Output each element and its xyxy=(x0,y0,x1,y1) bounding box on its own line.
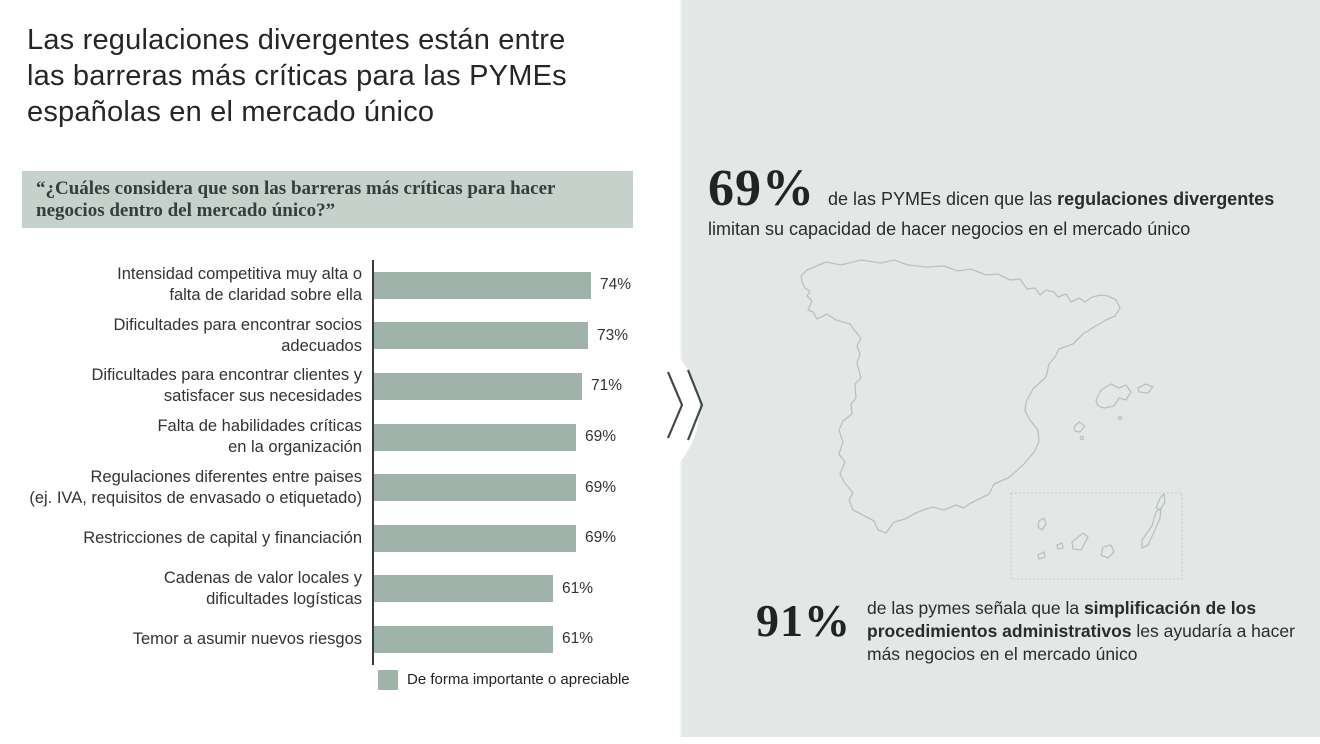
stat-regulations: 69% de las PYMEs dicen que las regulacion… xyxy=(708,163,1288,244)
double-chevron-right-icon xyxy=(648,352,718,473)
stat-regulations-bold: regulaciones divergentes xyxy=(1057,189,1275,209)
spain-map xyxy=(786,250,1218,595)
bar-label: Temor a asumir nuevos riesgos xyxy=(132,629,362,648)
bar-value: 69% xyxy=(585,478,617,496)
chart-row: Cadenas de valor locales y dificultades … xyxy=(12,563,667,615)
bar xyxy=(374,575,553,603)
stat-simplification: 91% de las pymes señala que la simplific… xyxy=(756,592,1320,666)
bar-area: 69% xyxy=(372,512,667,564)
chart-row: Dificultades para encontrar clientes y s… xyxy=(12,361,667,412)
page-title: Las regulaciones divergentes están entre… xyxy=(27,24,567,128)
bar xyxy=(374,474,576,502)
bar-label: Restricciones de capital y financiación xyxy=(83,528,362,547)
right-panel xyxy=(680,0,1320,737)
stat-regulations-value: 69% xyxy=(708,160,815,217)
bar-area: 69% xyxy=(372,411,667,463)
bar-value: 74% xyxy=(600,276,632,294)
stat-regulations-suffix: limitan su capacidad de hacer negocios e… xyxy=(708,219,1191,239)
bar-label: Dificultades para encontrar clientes y s… xyxy=(91,366,362,406)
bar-area: 61% xyxy=(372,614,667,665)
bar-area: 74% xyxy=(372,260,667,311)
bar-label: Regulaciones diferentes entre paises (ej… xyxy=(29,467,362,507)
bar-label: Cadenas de valor locales y dificultades … xyxy=(163,568,362,608)
stat-simplification-bold: simplificación de los procedimientos adm… xyxy=(867,598,1257,641)
survey-question-text: “¿Cuáles considera que son las barreras … xyxy=(36,178,556,221)
bar-value: 73% xyxy=(597,326,629,344)
bar-area: 73% xyxy=(372,310,667,362)
bar xyxy=(374,322,588,350)
chart-row: Intensidad competitiva muy alta o falta … xyxy=(12,260,667,311)
stat-regulations-prefix: de las PYMEs dicen que las xyxy=(828,189,1058,209)
stat-simplification-text: de las pymes señala que la simplificació… xyxy=(867,592,1320,666)
bar-label: Dificultades para encontrar socios adecu… xyxy=(113,315,362,355)
bar-value: 61% xyxy=(562,579,594,597)
chart-row: Regulaciones diferentes entre paises (ej… xyxy=(12,462,667,513)
stat-simplification-value: 91% xyxy=(756,595,851,646)
bar xyxy=(374,271,591,299)
chart-legend: De forma importante o apreciable xyxy=(378,669,667,690)
bar-value: 61% xyxy=(562,630,594,648)
bar-area: 71% xyxy=(372,361,667,412)
bar xyxy=(374,524,576,552)
bar-label: Intensidad competitiva muy alta o falta … xyxy=(117,265,362,305)
bar-area: 61% xyxy=(372,563,667,615)
bar-value: 69% xyxy=(585,529,617,547)
spain-outline-icon xyxy=(800,259,1183,580)
bar xyxy=(374,625,553,653)
stat-simplification-prefix: de las pymes señala que la xyxy=(867,598,1084,618)
chart-row: Dificultades para encontrar socios adecu… xyxy=(12,310,667,362)
bar-value: 71% xyxy=(591,377,623,395)
bar-label: Falta de habilidades críticas en la orga… xyxy=(157,417,362,457)
chart-row: Temor a asumir nuevos riesgos 61% xyxy=(12,614,667,665)
chart-row: Restricciones de capital y financiación … xyxy=(12,512,667,564)
legend-label: De forma importante o apreciable xyxy=(407,671,630,689)
stat-simplification-suffix: les ayudaría a hacer más negocios en el … xyxy=(867,621,1295,664)
barriers-bar-chart: Intensidad competitiva muy alta o falta … xyxy=(12,260,667,690)
bar xyxy=(374,423,576,451)
legend-swatch xyxy=(378,669,398,690)
survey-question-box: “¿Cuáles considera que son las barreras … xyxy=(22,171,633,228)
bar-value: 69% xyxy=(585,428,617,446)
bar xyxy=(374,372,582,400)
chart-row: Falta de habilidades críticas en la orga… xyxy=(12,411,667,463)
bar-area: 69% xyxy=(372,462,667,513)
